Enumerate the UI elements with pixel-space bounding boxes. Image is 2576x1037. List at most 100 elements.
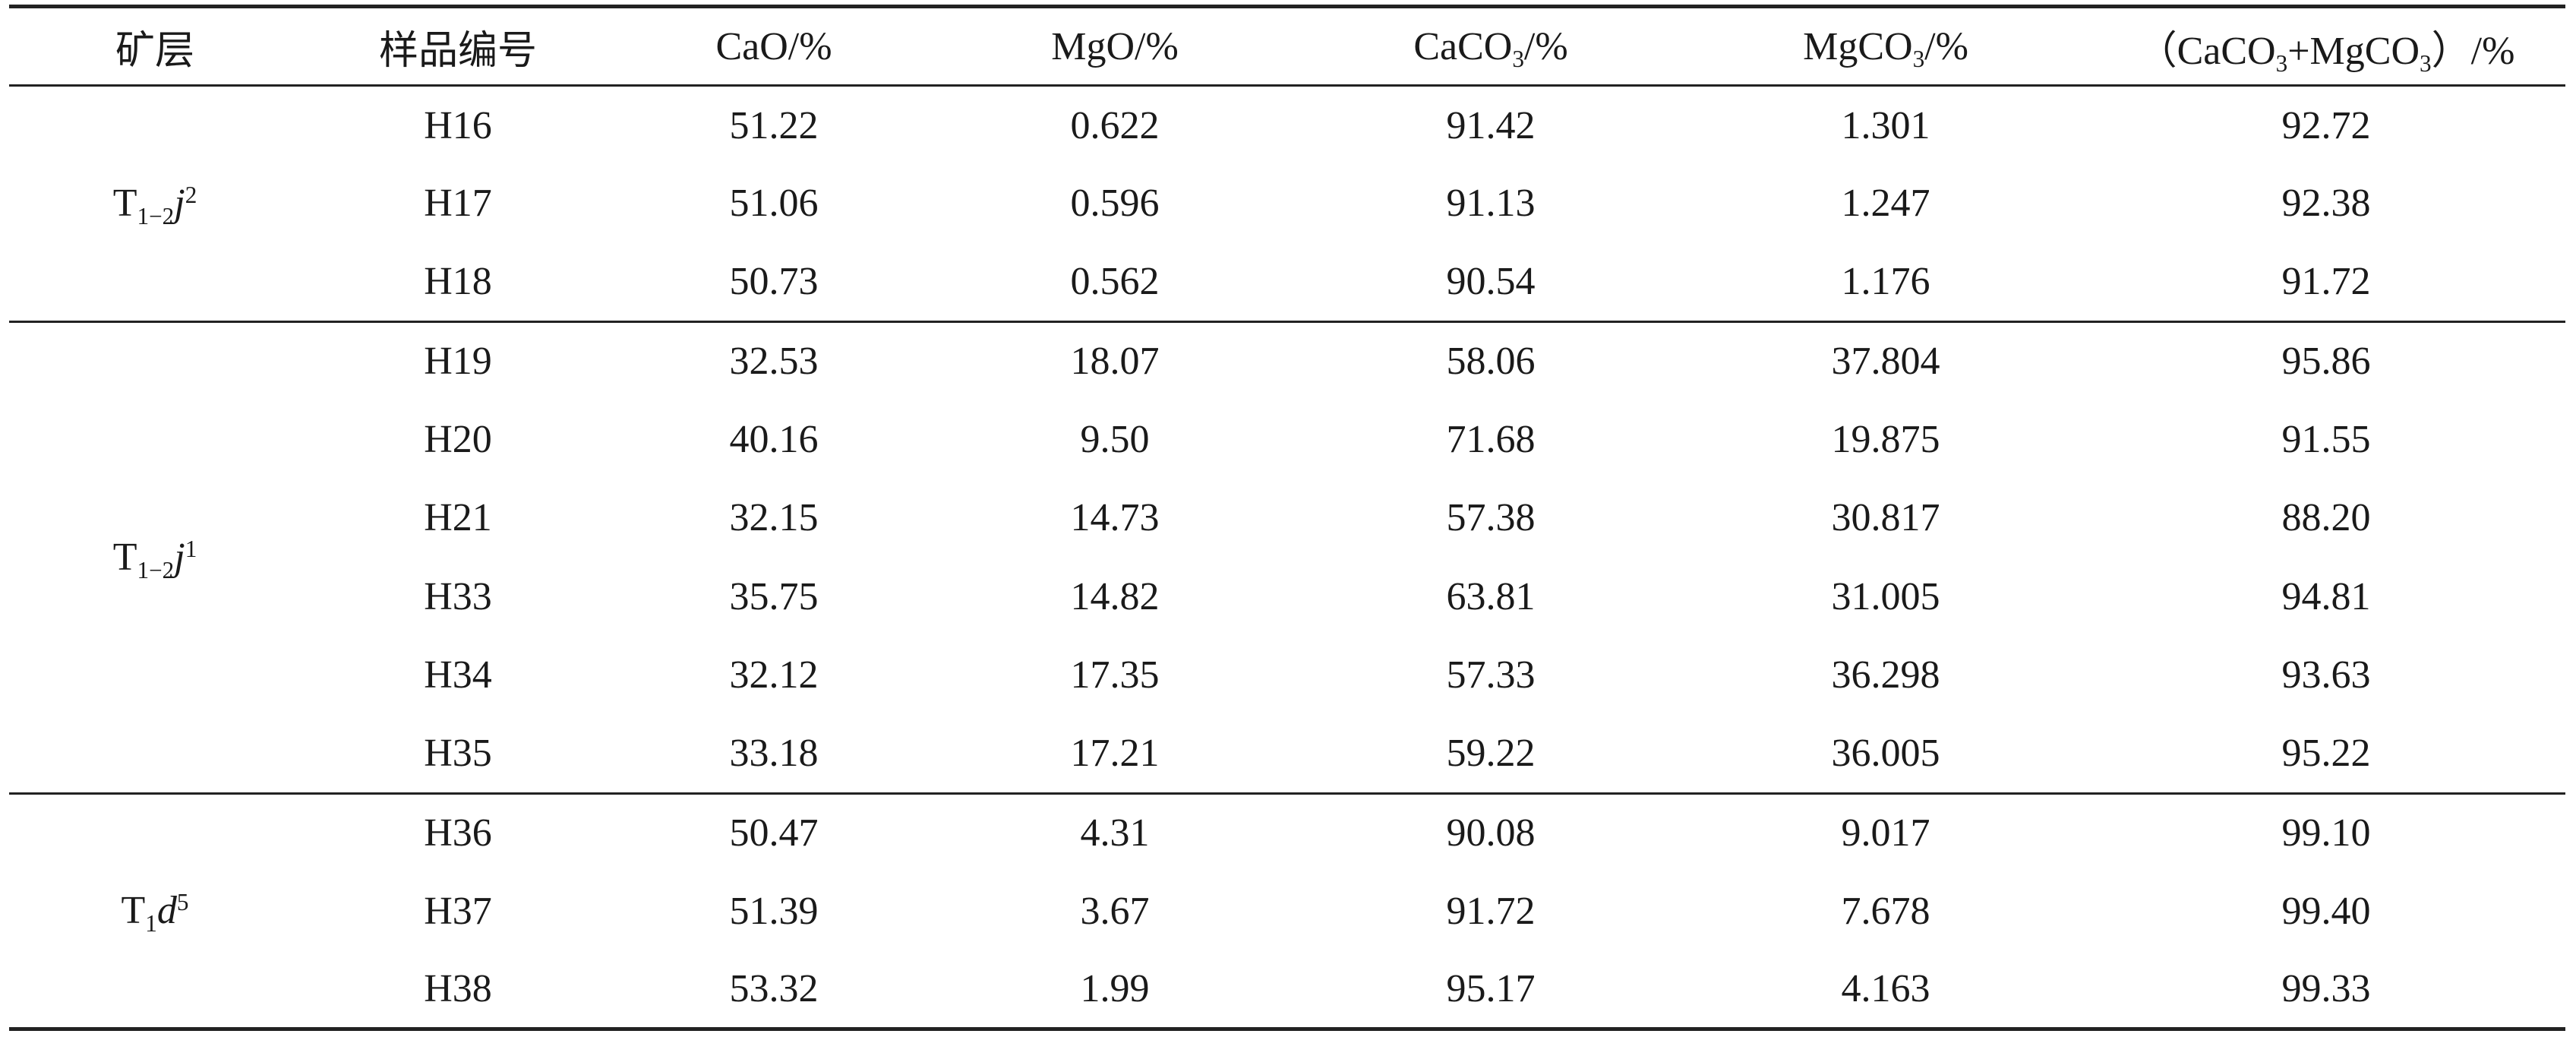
- header-sample-id: 样品编号: [301, 6, 615, 87]
- cell-total-carbonate: 95.22: [2281, 732, 2371, 775]
- cell-caco3: 95.17: [1446, 967, 1536, 1010]
- cell-layer: T1−2j2: [9, 86, 301, 322]
- cell-cao: 50.47: [615, 792, 933, 872]
- cell-cao: 32.12: [729, 653, 819, 697]
- cell-caco3: 57.33: [1446, 653, 1536, 697]
- cell-mgco3: 31.005: [1831, 574, 1940, 618]
- cell-mgo: 17.21: [1070, 732, 1160, 775]
- cell-cao: 32.53: [615, 320, 933, 400]
- cell-mgco3: 36.298: [1831, 653, 1940, 697]
- cell-mgo: 0.622: [1070, 103, 1160, 147]
- table-row: T1−2j2 H16 51.22 0.622 91.42 1.301 92.72: [9, 86, 2565, 230]
- header-total-p1: （CaCO: [2137, 29, 2276, 73]
- cell-mgco3: 1.176: [1841, 260, 1930, 303]
- header-total-s2: 3: [2420, 50, 2432, 77]
- cell-sample-id: H20: [424, 417, 492, 461]
- cell-layer: T1−2j1: [9, 320, 301, 793]
- cell-mgco3: 4.163: [1841, 967, 1930, 1010]
- cell-total-carbonate: 99.40: [2281, 889, 2371, 933]
- cell-sample-id: H37: [424, 889, 492, 933]
- layer-base: T: [112, 182, 137, 226]
- layer-italic: d: [156, 889, 177, 933]
- cell-mgo: 17.35: [1070, 653, 1160, 697]
- layer-group: T1−2j2 H16 51.22 0.622 91.42 1.301 92.72 H17 51.…: [9, 86, 2565, 322]
- cell-caco3: 90.08: [1297, 792, 1684, 872]
- cell-total-carbonate: 95.86: [2087, 320, 2565, 400]
- table-row: H18 50.73 0.562 90.54 1.176 91.72: [9, 243, 2565, 322]
- layer-base: T: [112, 536, 137, 579]
- cell-sample-id: H36: [301, 792, 615, 872]
- header-caco3-post: /%: [1523, 24, 1568, 68]
- table-row: H38 53.32 1.99 95.17 4.163 99.33: [9, 950, 2565, 1029]
- layer-sup: 2: [185, 182, 197, 209]
- layer-base: T: [121, 889, 146, 933]
- layer-group: T1−2j1 H19 32.53 18.07 58.06 37.804 95.86 H20 40…: [9, 320, 2565, 793]
- header-caco3-pre: CaCO: [1413, 24, 1513, 68]
- cell-cao: 53.32: [729, 967, 819, 1010]
- cell-caco3: 91.72: [1446, 889, 1536, 933]
- header-mgco3: MgCO3/%: [1684, 6, 2087, 87]
- cell-caco3: 71.68: [1446, 417, 1536, 461]
- header-layer: 矿层: [9, 6, 301, 87]
- table-header: 矿层 样品编号 CaO/% MgO/% CaCO3/% MgCO3/% （CaC…: [9, 6, 2565, 87]
- table-row: H21 32.15 14.73 57.38 30.817 88.20: [9, 479, 2565, 558]
- cell-sample-id: H34: [424, 653, 492, 697]
- table-row: T1−2j1 H19 32.53 18.07 58.06 37.804 95.86: [9, 320, 2565, 793]
- header-mgco3-post: /%: [1924, 24, 1968, 68]
- cell-mgo: 1.99: [1080, 967, 1150, 1010]
- cell-mgo: 9.50: [1080, 417, 1150, 461]
- cell-cao: 35.75: [729, 574, 819, 618]
- cell-total-carbonate: 88.20: [2281, 496, 2371, 540]
- header-mgco3-sub: 3: [1912, 46, 1925, 73]
- header-caco3-sub: 3: [1512, 46, 1524, 73]
- cell-cao: 50.73: [729, 260, 819, 303]
- cell-mgo: 0.562: [1070, 260, 1160, 303]
- table-row: H34 32.12 17.35 57.33 36.298 93.63: [9, 636, 2565, 715]
- cell-mgco3: 30.817: [1831, 496, 1940, 540]
- cell-layer: T1d5: [9, 792, 301, 1029]
- table-row: H20 40.16 9.50 71.68 19.875 91.55: [9, 400, 2565, 479]
- table-row: T1d5 H36 50.47 4.31 90.08 9.017 99.10: [9, 792, 2565, 1029]
- header-cao: CaO/%: [615, 6, 933, 87]
- cell-mgco3: 1.247: [1841, 182, 1930, 226]
- data-table-container: 矿层 样品编号 CaO/% MgO/% CaCO3/% MgCO3/% （CaC…: [9, 5, 2565, 1031]
- cell-total-carbonate: 93.63: [2281, 653, 2371, 697]
- table-row: H33 35.75 14.82 63.81 31.005 94.81: [9, 558, 2565, 637]
- cell-caco3: 90.54: [1446, 260, 1536, 303]
- layer-sub: 1−2: [137, 203, 175, 230]
- cell-caco3: 91.42: [1446, 103, 1536, 147]
- cell-total-carbonate: 91.72: [2281, 260, 2371, 303]
- cell-sample-id: H33: [424, 574, 492, 618]
- header-mgo: MgO/%: [933, 6, 1297, 87]
- layer-sub: 1: [145, 910, 157, 937]
- layer-sub: 1−2: [137, 556, 175, 583]
- cell-caco3: 91.13: [1446, 182, 1536, 226]
- cell-total-carbonate: 99.33: [2281, 967, 2371, 1010]
- cell-cao: 51.39: [729, 889, 819, 933]
- cell-cao: 51.06: [729, 182, 819, 226]
- header-total-p3: ）/%: [2431, 29, 2515, 73]
- composition-table: 矿层 样品编号 CaO/% MgO/% CaCO3/% MgCO3/% （CaC…: [9, 5, 2565, 1031]
- header-mgco3-pre: MgCO: [1803, 24, 1913, 68]
- cell-total-carbonate: 92.72: [2281, 103, 2371, 147]
- cell-mgco3: 37.804: [1684, 320, 2087, 400]
- layer-sup: 1: [185, 535, 197, 562]
- cell-total-carbonate: 92.38: [2281, 182, 2371, 226]
- cell-sample-id: H19: [301, 320, 615, 400]
- cell-total-carbonate: 91.55: [2281, 417, 2371, 461]
- cell-mgo: 0.596: [1070, 182, 1160, 226]
- cell-cao: 51.22: [729, 103, 819, 147]
- header-total-carbonate: （CaCO3+MgCO3）/%: [2087, 6, 2565, 87]
- layer-group: T1d5 H36 50.47 4.31 90.08 9.017 99.10 H37 51.39 3…: [9, 792, 2565, 1029]
- cell-mgo: 18.07: [933, 320, 1297, 400]
- cell-mgco3: 1.301: [1841, 103, 1930, 147]
- cell-mgo: 14.73: [1070, 496, 1160, 540]
- cell-sample-id: H16: [424, 103, 492, 147]
- cell-caco3: 63.81: [1446, 574, 1536, 618]
- layer-italic: j: [174, 182, 185, 226]
- cell-caco3: 57.38: [1446, 496, 1536, 540]
- cell-cao: 33.18: [729, 732, 819, 775]
- cell-mgo: 4.31: [933, 792, 1297, 872]
- cell-mgco3: 19.875: [1831, 417, 1940, 461]
- cell-total-carbonate: 94.81: [2281, 574, 2371, 618]
